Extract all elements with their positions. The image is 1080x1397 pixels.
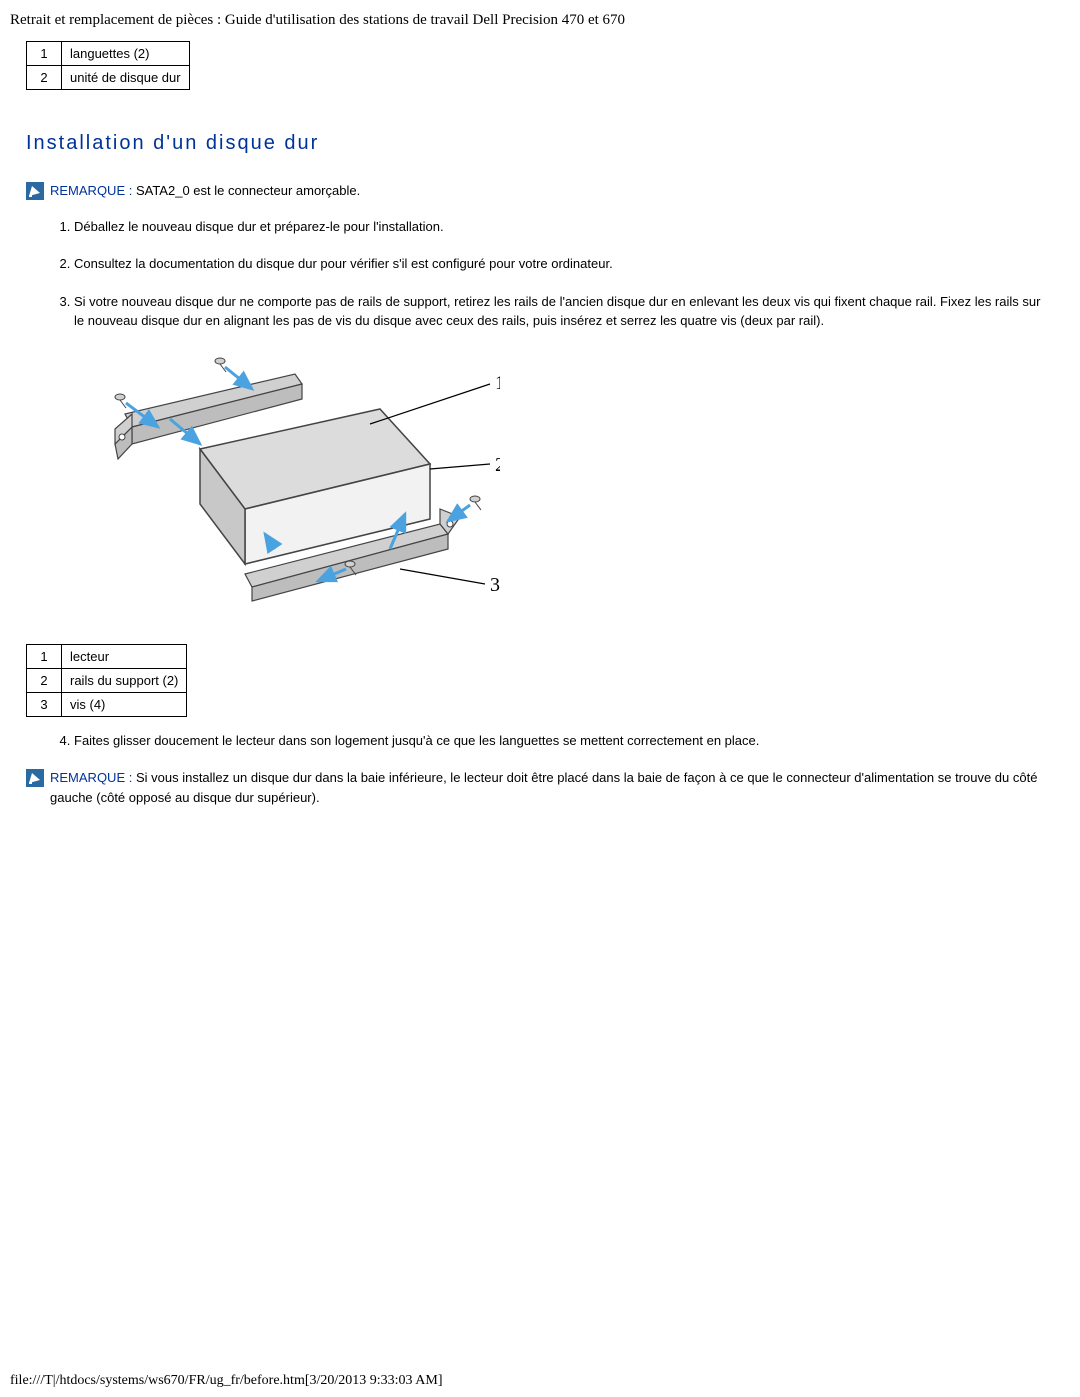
note-label: REMARQUE : (50, 183, 132, 198)
page-header: Retrait et remplacement de pièces : Guid… (10, 12, 1070, 29)
diagram-callout-2: 2 (495, 454, 500, 476)
note-icon (26, 182, 44, 200)
callout-label: vis (4) (62, 692, 187, 716)
section-title: Installation d'un disque dur (26, 132, 1070, 155)
diagram-callout-3: 3 (490, 574, 500, 596)
list-item: Si votre nouveau disque dur ne comporte … (74, 292, 1062, 331)
steps-list-2: Faites glisser doucement le lecteur dans… (52, 731, 1062, 751)
callout-number: 3 (27, 692, 62, 716)
page-footer: file:///T|/htdocs/systems/ws670/FR/ug_fr… (10, 1373, 443, 1389)
hard-drive-diagram: 1 2 3 (70, 349, 1070, 614)
diagram-callout-1: 1 (495, 372, 500, 394)
table-row: 2 unité de disque dur (27, 66, 190, 90)
callout-label: rails du support (2) (62, 668, 187, 692)
callout-table-2: 1 lecteur 2 rails du support (2) 3 vis (… (26, 644, 187, 717)
note-text: REMARQUE : SATA2_0 est le connecteur amo… (50, 181, 360, 201)
list-item: Consultez la documentation du disque dur… (74, 254, 1062, 274)
list-item: Déballez le nouveau disque dur et prépar… (74, 217, 1062, 237)
callout-label: lecteur (62, 644, 187, 668)
callout-number: 1 (27, 644, 62, 668)
steps-list-1: Déballez le nouveau disque dur et prépar… (52, 217, 1062, 331)
list-item: Faites glisser doucement le lecteur dans… (74, 731, 1062, 751)
callout-number: 2 (27, 66, 62, 90)
callout-label: unité de disque dur (62, 66, 190, 90)
table-row: 3 vis (4) (27, 692, 187, 716)
note-block-1: REMARQUE : SATA2_0 est le connecteur amo… (26, 181, 1054, 201)
note-block-2: REMARQUE : Si vous installez un disque d… (26, 768, 1054, 807)
note-body: Si vous installez un disque dur dans la … (50, 770, 1037, 805)
table-row: 2 rails du support (2) (27, 668, 187, 692)
note-text: REMARQUE : Si vous installez un disque d… (50, 768, 1054, 807)
callout-table-1: 1 languettes (2) 2 unité de disque dur (26, 41, 190, 90)
note-icon (26, 769, 44, 787)
callout-label: languettes (2) (62, 42, 190, 66)
note-label: REMARQUE : (50, 770, 132, 785)
note-body: SATA2_0 est le connecteur amorçable. (132, 183, 360, 198)
table-row: 1 lecteur (27, 644, 187, 668)
callout-number: 1 (27, 42, 62, 66)
callout-number: 2 (27, 668, 62, 692)
table-row: 1 languettes (2) (27, 42, 190, 66)
